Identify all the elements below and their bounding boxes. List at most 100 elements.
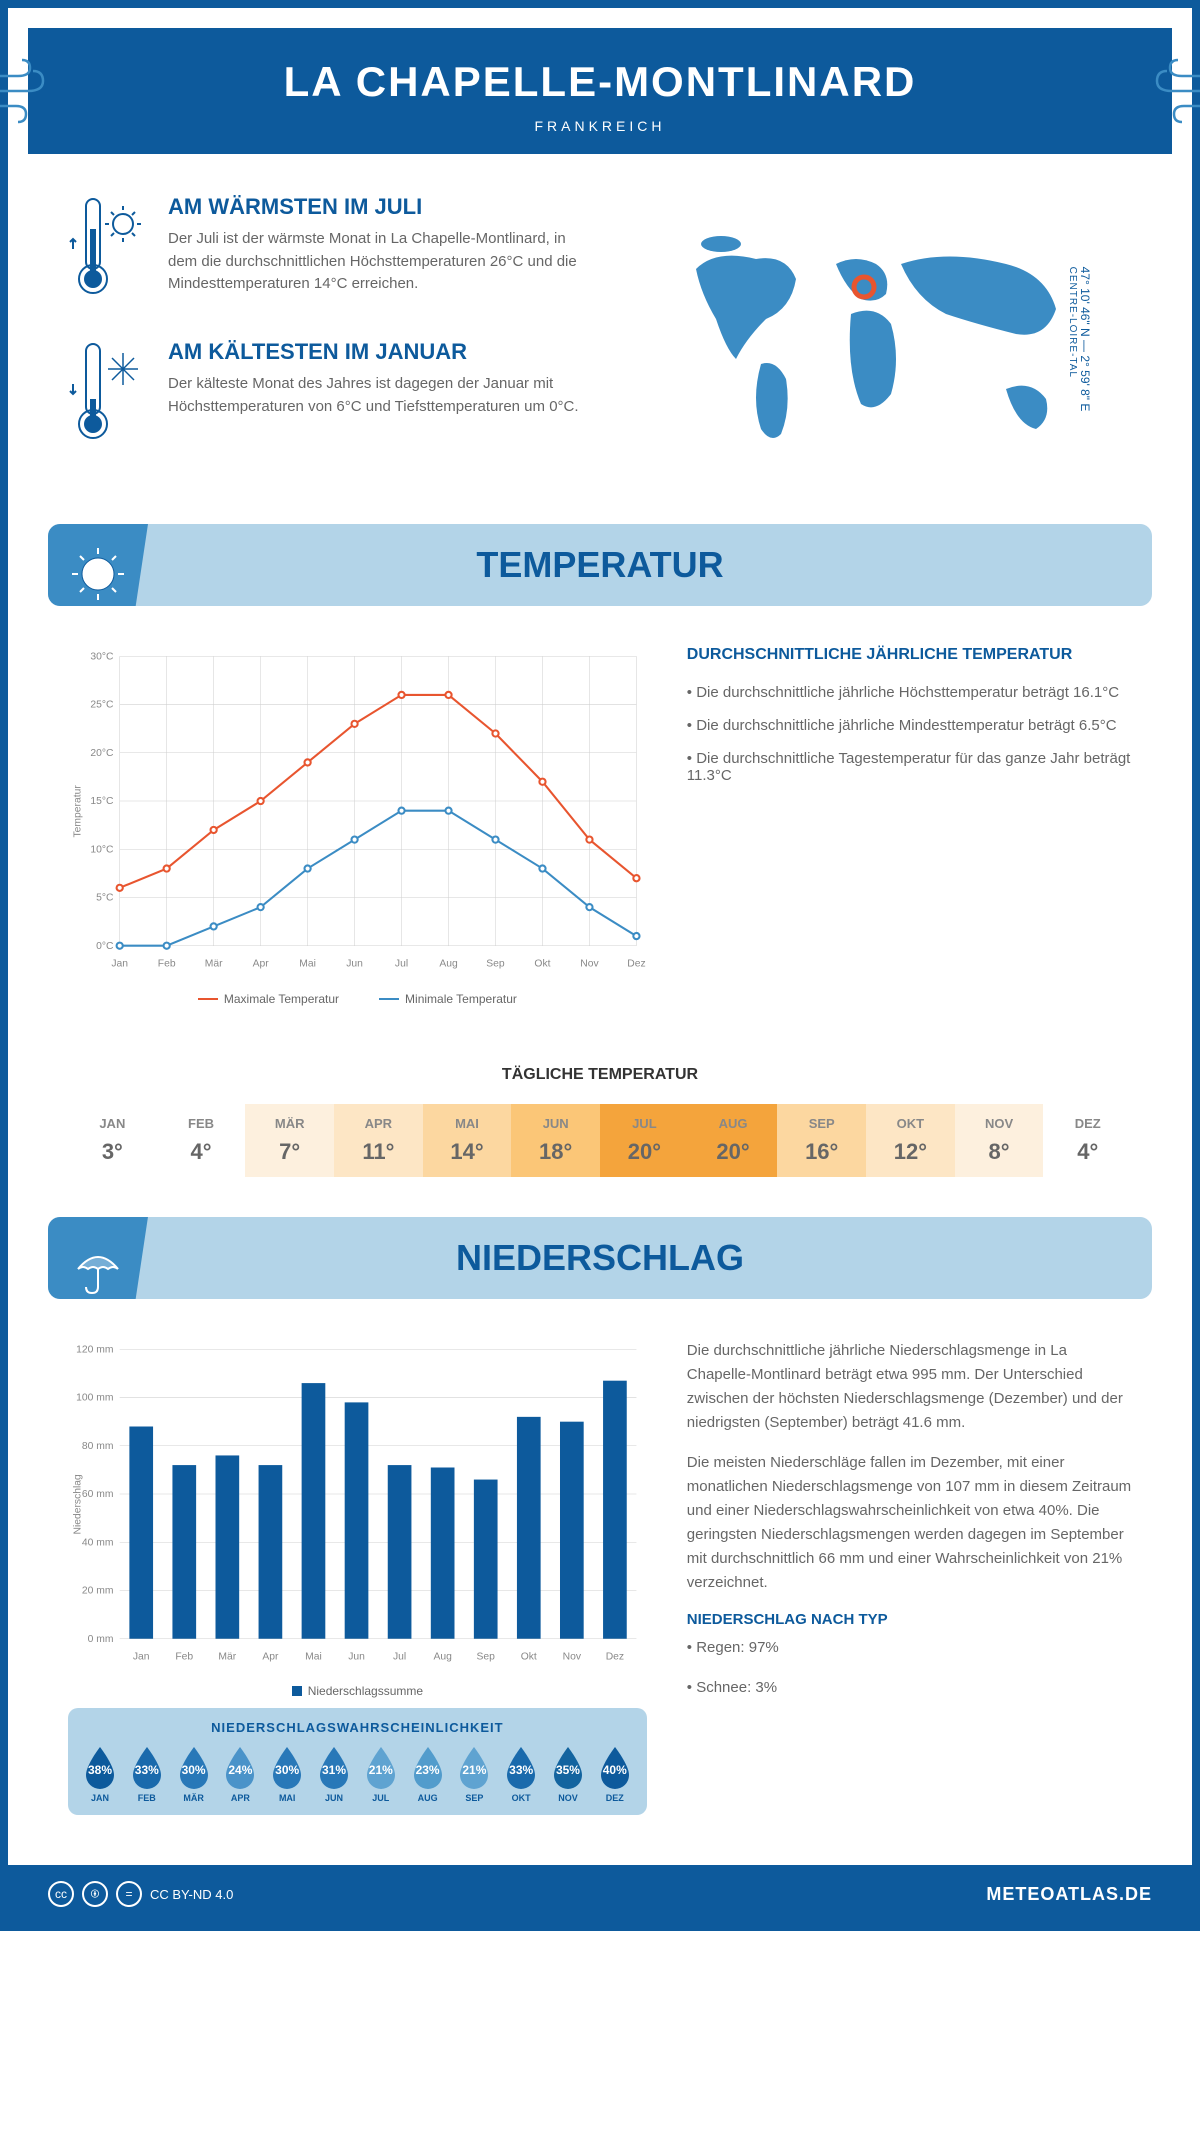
svg-text:80 mm: 80 mm: [82, 1441, 114, 1452]
daily-temp-cell: DEZ4°: [1043, 1104, 1132, 1177]
svg-text:25°C: 25°C: [90, 700, 114, 711]
svg-text:Feb: Feb: [175, 1651, 193, 1662]
svg-text:5°C: 5°C: [96, 893, 114, 904]
svg-text:Okt: Okt: [534, 958, 550, 969]
svg-text:Mai: Mai: [299, 958, 316, 969]
probability-drop: 21%JUL: [359, 1745, 403, 1803]
probability-drop: 31%JUN: [312, 1745, 356, 1803]
header: LA CHAPELLE-MONTLINARD FRANKREICH: [28, 28, 1172, 154]
svg-text:100 mm: 100 mm: [76, 1392, 113, 1403]
page: LA CHAPELLE-MONTLINARD FRANKREICH: [0, 0, 1200, 1931]
daily-temp-cell: MAI14°: [423, 1104, 512, 1177]
svg-text:Jul: Jul: [393, 1651, 406, 1662]
warmest-text: Der Juli ist der wärmste Monat in La Cha…: [168, 228, 580, 296]
thermometer-cold-icon: [68, 339, 148, 454]
daily-temp-title: TÄGLICHE TEMPERATUR: [8, 1066, 1192, 1084]
daily-temp-cell: APR11°: [334, 1104, 423, 1177]
temp-note-2: • Die durchschnittliche jährliche Mindes…: [687, 717, 1132, 734]
license-text: CC BY-ND 4.0: [150, 1887, 233, 1902]
probability-drop: 38%JAN: [78, 1745, 122, 1803]
svg-text:Apr: Apr: [253, 958, 270, 969]
daily-temp-cell: OKT12°: [866, 1104, 955, 1177]
temp-note-1: • Die durchschnittliche jährliche Höchst…: [687, 684, 1132, 701]
daily-temp-cell: JAN3°: [68, 1104, 157, 1177]
svg-text:Nov: Nov: [580, 958, 599, 969]
svg-text:Mär: Mär: [205, 958, 223, 969]
thermometer-hot-icon: [68, 194, 148, 309]
svg-text:30°C: 30°C: [90, 651, 114, 662]
svg-text:15°C: 15°C: [90, 796, 114, 807]
svg-text:0°C: 0°C: [96, 941, 114, 952]
probability-drop: 40%DEZ: [593, 1745, 637, 1803]
svg-text:Temperatur: Temperatur: [72, 785, 83, 838]
precip-text-2: Die meisten Niederschläge fallen im Deze…: [687, 1451, 1132, 1595]
svg-text:Jan: Jan: [111, 958, 128, 969]
daily-temp-cell: SEP16°: [777, 1104, 866, 1177]
temperature-chart: 0°C5°C10°C15°C20°C25°C30°CJanFebMärAprMa…: [68, 646, 647, 1006]
svg-text:Mai: Mai: [305, 1651, 322, 1662]
svg-text:Feb: Feb: [158, 958, 176, 969]
svg-text:Dez: Dez: [627, 958, 645, 969]
coordinates: 47° 10' 46" N — 2° 59' 8" E CENTRE-LOIRE…: [1067, 267, 1092, 412]
precip-legend: Niederschlagssumme: [308, 1684, 423, 1698]
temperature-header: TEMPERATUR: [48, 524, 1152, 606]
svg-text:Jun: Jun: [346, 958, 363, 969]
daily-temp-cell: MÄR7°: [245, 1104, 334, 1177]
cc-icon: cc: [48, 1881, 74, 1907]
temp-info: AM WÄRMSTEN IM JULI Der Juli ist der wär…: [68, 194, 580, 484]
nd-icon: =: [116, 1881, 142, 1907]
probability-drop: 33%FEB: [125, 1745, 169, 1803]
temperature-notes: DURCHSCHNITTLICHE JÄHRLICHE TEMPERATUR •…: [687, 646, 1132, 1006]
svg-text:10°C: 10°C: [90, 844, 114, 855]
probability-drop: 33%OKT: [499, 1745, 543, 1803]
svg-text:Dez: Dez: [606, 1651, 624, 1662]
svg-text:120 mm: 120 mm: [76, 1344, 113, 1355]
daily-temp-cell: JUL20°: [600, 1104, 689, 1177]
coldest-text: Der kälteste Monat des Jahres ist dagege…: [168, 373, 580, 418]
svg-text:40 mm: 40 mm: [82, 1537, 114, 1548]
probability-drop: 30%MAI: [265, 1745, 309, 1803]
wind-icon: [0, 56, 58, 126]
coords-region: CENTRE-LOIRE-TAL: [1067, 267, 1078, 412]
svg-text:60 mm: 60 mm: [82, 1489, 114, 1500]
precipitation-header: NIEDERSCHLAG: [48, 1217, 1152, 1299]
precip-type-title: NIEDERSCHLAG NACH TYP: [687, 1611, 1132, 1628]
svg-text:Okt: Okt: [521, 1651, 537, 1662]
precipitation-content: 0 mm20 mm40 mm60 mm80 mm100 mm120 mmJanF…: [8, 1299, 1192, 1846]
precipitation-title: NIEDERSCHLAG: [198, 1237, 1122, 1279]
precipitation-chart: 0 mm20 mm40 mm60 mm80 mm100 mm120 mmJanF…: [68, 1339, 647, 1826]
probability-drop: 35%NOV: [546, 1745, 590, 1803]
coords-latlon: 47° 10' 46" N — 2° 59' 8" E: [1078, 267, 1092, 412]
precip-type-2: • Schnee: 3%: [687, 1676, 1132, 1700]
precip-type-1: • Regen: 97%: [687, 1636, 1132, 1660]
daily-temp-cell: JUN18°: [511, 1104, 600, 1177]
by-icon: 🅯: [82, 1881, 108, 1907]
svg-text:Sep: Sep: [477, 1651, 496, 1662]
wind-icon: [1142, 56, 1200, 126]
svg-text:Jan: Jan: [133, 1651, 150, 1662]
warmest-block: AM WÄRMSTEN IM JULI Der Juli ist der wär…: [68, 194, 580, 309]
probability-drop: 21%SEP: [452, 1745, 496, 1803]
probability-title: NIEDERSCHLAGSWAHRSCHEINLICHKEIT: [78, 1720, 637, 1735]
world-map: 47° 10' 46" N — 2° 59' 8" E CENTRE-LOIRE…: [620, 194, 1132, 484]
temp-note-3: • Die durchschnittliche Tagestemperatur …: [687, 750, 1132, 784]
daily-temp-cell: NOV8°: [955, 1104, 1044, 1177]
probability-drop: 24%APR: [218, 1745, 262, 1803]
coldest-block: AM KÄLTESTEN IM JANUAR Der kälteste Mona…: [68, 339, 580, 454]
temperature-content: 0°C5°C10°C15°C20°C25°C30°CJanFebMärAprMa…: [8, 606, 1192, 1046]
daily-temp-cell: AUG20°: [689, 1104, 778, 1177]
temp-notes-title: DURCHSCHNITTLICHE JÄHRLICHE TEMPERATUR: [687, 646, 1132, 664]
page-title: LA CHAPELLE-MONTLINARD: [48, 58, 1152, 106]
svg-text:Apr: Apr: [262, 1651, 279, 1662]
sun-icon: [48, 524, 148, 606]
temperature-title: TEMPERATUR: [198, 544, 1122, 586]
svg-text:Sep: Sep: [486, 958, 505, 969]
precipitation-notes: Die durchschnittliche jährliche Niedersc…: [687, 1339, 1132, 1826]
svg-text:0 mm: 0 mm: [88, 1634, 114, 1645]
coldest-title: AM KÄLTESTEN IM JANUAR: [168, 339, 580, 365]
probability-box: NIEDERSCHLAGSWAHRSCHEINLICHKEIT 38%JAN33…: [68, 1708, 647, 1815]
daily-temp-grid: JAN3°FEB4°MÄR7°APR11°MAI14°JUN18°JUL20°A…: [68, 1104, 1132, 1177]
country-label: FRANKREICH: [48, 118, 1152, 134]
top-section: AM WÄRMSTEN IM JULI Der Juli ist der wär…: [8, 154, 1192, 524]
footer: cc 🅯 = CC BY-ND 4.0 METEOATLAS.DE: [8, 1865, 1192, 1923]
